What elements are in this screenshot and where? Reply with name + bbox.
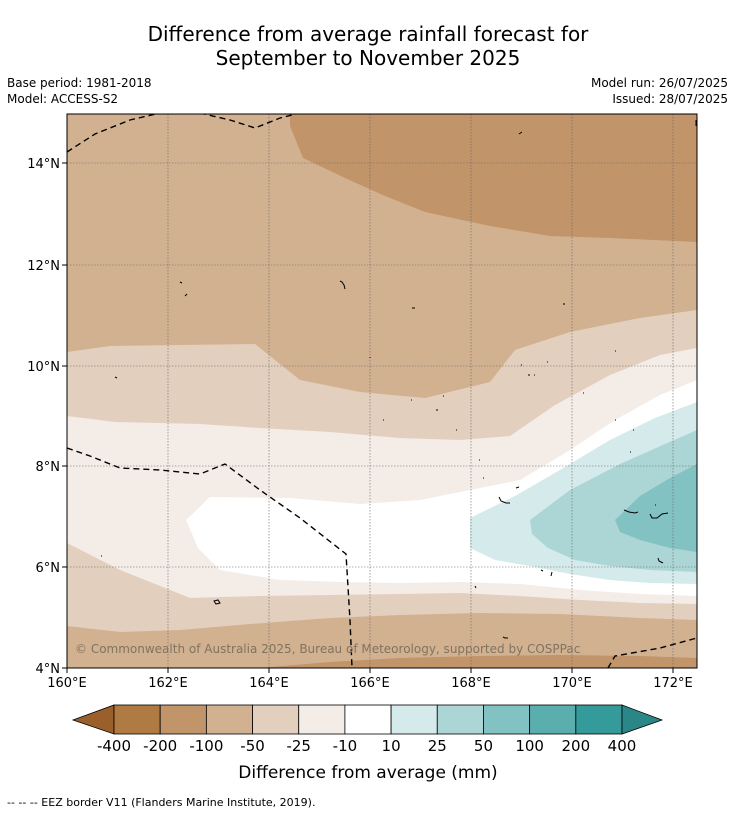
- colorbar-cell: [205, 704, 253, 735]
- colorbar-cell: [483, 704, 531, 735]
- base-period: Base period: 1981-2018: [7, 76, 152, 90]
- colorbar-tick-label: -50: [240, 737, 265, 755]
- colorbar-cell: [529, 704, 577, 735]
- colorbar-tick-label: 10: [382, 737, 401, 755]
- lat-label: 12°N: [27, 259, 60, 274]
- band-minus100-minus50-south: [67, 614, 697, 668]
- meta-right: Model run: 26/07/2025 Issued: 28/07/2025: [591, 75, 728, 107]
- colorbar-tick-label: 400: [608, 737, 637, 755]
- islands: [101, 120, 697, 639]
- colorbar-tick-label: 100: [515, 737, 544, 755]
- colorbar-tick-label: 25: [428, 737, 447, 755]
- meta-left: Base period: 1981-2018 Model: ACCESS-S2: [7, 75, 152, 107]
- colorbar-cell: [252, 704, 300, 735]
- map-area: © Commonwealth of Australia 2025, Bureau…: [67, 114, 697, 668]
- lon-label: 172°E: [653, 676, 693, 691]
- colorbar-tick-label: 50: [474, 737, 493, 755]
- lat-label: 14°N: [27, 157, 60, 172]
- title-line-1: Difference from average rainfall forecas…: [147, 22, 589, 46]
- colorbar-tick-label: -200: [143, 737, 177, 755]
- map-frame: [66, 113, 698, 669]
- lat-labels: 4°N 6°N 8°N 10°N 12°N 14°N: [27, 157, 60, 677]
- eez-borders: [67, 114, 697, 668]
- band-minus200-minus100-north: [290, 114, 697, 242]
- lon-label: 168°E: [451, 676, 491, 691]
- colorbar-arrow-low: [71, 704, 115, 735]
- colorbar-tick-label: 200: [561, 737, 590, 755]
- lat-label: 6°N: [36, 561, 61, 576]
- colorbar: -400 -200 -100 -50 -25 -10 10 25 50 100 200 400 Dif…: [71, 704, 664, 783]
- colorbar-cell: [298, 704, 346, 735]
- colorbar-cells: [113, 704, 623, 735]
- colorbar-cell: [436, 704, 484, 735]
- band-minus200-minus100-south: [260, 655, 697, 668]
- colorbar-tick-label: -10: [333, 737, 358, 755]
- lon-label: 164°E: [249, 676, 289, 691]
- colorbar-arrow-high: [621, 704, 664, 735]
- colorbar-tick-label: -25: [286, 737, 311, 755]
- colorbar-tick-label: -400: [97, 737, 131, 755]
- lat-label: 10°N: [27, 360, 60, 375]
- copyright-text: © Commonwealth of Australia 2025, Bureau…: [75, 642, 580, 656]
- gridlines: [67, 114, 697, 668]
- lon-labels: 160°E 162°E 164°E 166°E 168°E 170°E 172°…: [47, 676, 693, 691]
- issued-date: Issued: 28/07/2025: [612, 92, 728, 106]
- title-line-2: September to November 2025: [215, 46, 521, 70]
- model-run: Model run: 26/07/2025: [590, 76, 728, 90]
- colorbar-title: Difference from average (mm): [238, 763, 497, 783]
- lon-label: 160°E: [47, 676, 87, 691]
- colorbar-cell: [390, 704, 438, 735]
- colorbar-cell: [113, 704, 161, 735]
- colorbar-cell: [575, 704, 623, 735]
- colorbar-labels: -400 -200 -100 -50 -25 -10 10 25 50 100 200 400: [97, 737, 636, 755]
- model-name: Model: ACCESS-S2: [7, 92, 119, 106]
- colorbar-cell: [159, 704, 207, 735]
- map-title: Difference from average rainfall forecas…: [0, 22, 736, 70]
- colorbar-cell: [344, 704, 392, 735]
- lon-label: 166°E: [350, 676, 390, 691]
- lat-label: 8°N: [36, 460, 61, 475]
- tick-marks: [62, 162, 674, 673]
- colorbar-tick-label: -100: [189, 737, 223, 755]
- eez-footnote: -- -- -- EEZ border V11 (Flanders Marine…: [7, 796, 316, 809]
- lon-label: 162°E: [148, 676, 188, 691]
- lon-label: 170°E: [552, 676, 592, 691]
- band-50-100: [615, 464, 697, 552]
- lat-label: 4°N: [36, 662, 61, 677]
